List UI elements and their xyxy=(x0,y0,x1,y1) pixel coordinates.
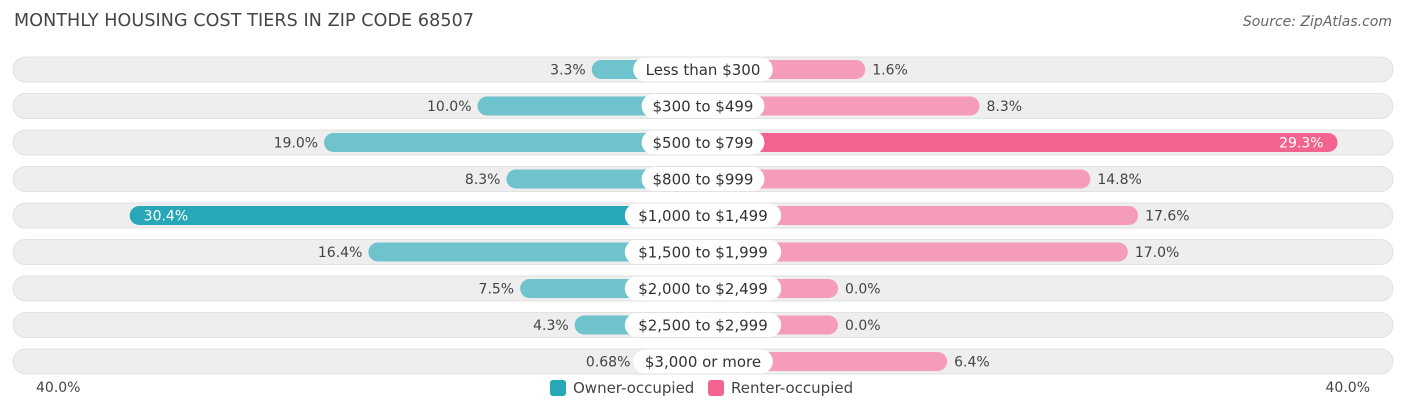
legend-renter-swatch xyxy=(708,380,724,396)
owner-value-label: 0.68% xyxy=(586,355,630,371)
renter-bar xyxy=(703,96,980,116)
category-label: $300 to $499 xyxy=(653,98,754,116)
category-label: $1,000 to $1,499 xyxy=(638,207,768,225)
category-label-bg xyxy=(624,240,782,264)
legend-owner-swatch xyxy=(550,380,566,396)
category-label: $800 to $999 xyxy=(653,171,754,189)
category-label-bg xyxy=(641,130,765,155)
owner-value-label: 4.3% xyxy=(533,318,569,334)
renter-value-label: 8.3% xyxy=(987,99,1023,115)
owner-bar xyxy=(368,242,703,262)
renter-value-label: 1.6% xyxy=(872,63,908,79)
renter-bar xyxy=(703,242,1128,262)
owner-value-label: 19.0% xyxy=(274,136,318,152)
renter-value-label: 29.3% xyxy=(1279,136,1323,152)
category-label: Less than $300 xyxy=(646,61,761,79)
renter-bar xyxy=(703,206,1139,225)
category-label: $3,000 or more xyxy=(645,353,761,371)
legend-renter-label: Renter-occupied xyxy=(731,379,854,397)
category-label: $2,500 to $2,999 xyxy=(638,317,768,335)
renter-value-label: 14.8% xyxy=(1097,172,1141,188)
legend-renter: Renter-occupied xyxy=(708,379,853,397)
axis-left-label: 40.0% xyxy=(36,380,81,396)
renter-bar xyxy=(703,169,1091,189)
category-label-bg xyxy=(624,276,782,301)
owner-value-label: 3.3% xyxy=(550,63,586,79)
owner-value-label: 8.3% xyxy=(465,172,501,188)
axis-right-label: 40.0% xyxy=(1325,380,1370,396)
category-label: $1,500 to $1,999 xyxy=(638,244,768,262)
owner-value-label: 30.4% xyxy=(144,209,188,225)
category-label-bg xyxy=(641,167,765,191)
category-label-bg xyxy=(633,57,773,82)
chart-title: MONTHLY HOUSING COST TIERS IN ZIP CODE 6… xyxy=(14,11,475,31)
category-label-bg xyxy=(641,94,765,118)
legend-owner-label: Owner-occupied xyxy=(573,379,695,397)
owner-value-label: 16.4% xyxy=(318,245,362,261)
renter-value-label: 17.6% xyxy=(1145,209,1189,225)
renter-bar xyxy=(703,133,1338,152)
renter-value-label: 6.4% xyxy=(954,355,990,371)
source-text: Source: ZipAtlas.com xyxy=(1242,14,1392,30)
legend-owner: Owner-occupied xyxy=(550,379,694,397)
category-label: $500 to $799 xyxy=(653,134,754,152)
owner-bar xyxy=(129,206,703,225)
renter-value-label: 0.0% xyxy=(845,318,881,334)
category-label-bg xyxy=(624,203,782,228)
category-label-bg xyxy=(624,313,782,337)
renter-value-label: 17.0% xyxy=(1135,245,1179,261)
owner-bar xyxy=(324,133,703,152)
owner-value-label: 7.5% xyxy=(479,282,515,298)
chart-area: Less than $300 3.3% 1.6% $300 to $499 10.0% 8… xyxy=(12,56,1394,375)
category-label-bg xyxy=(633,349,773,374)
owner-value-label: 10.0% xyxy=(427,99,471,115)
renter-value-label: 0.0% xyxy=(845,282,881,298)
category-label: $2,000 to $2,499 xyxy=(638,280,768,298)
